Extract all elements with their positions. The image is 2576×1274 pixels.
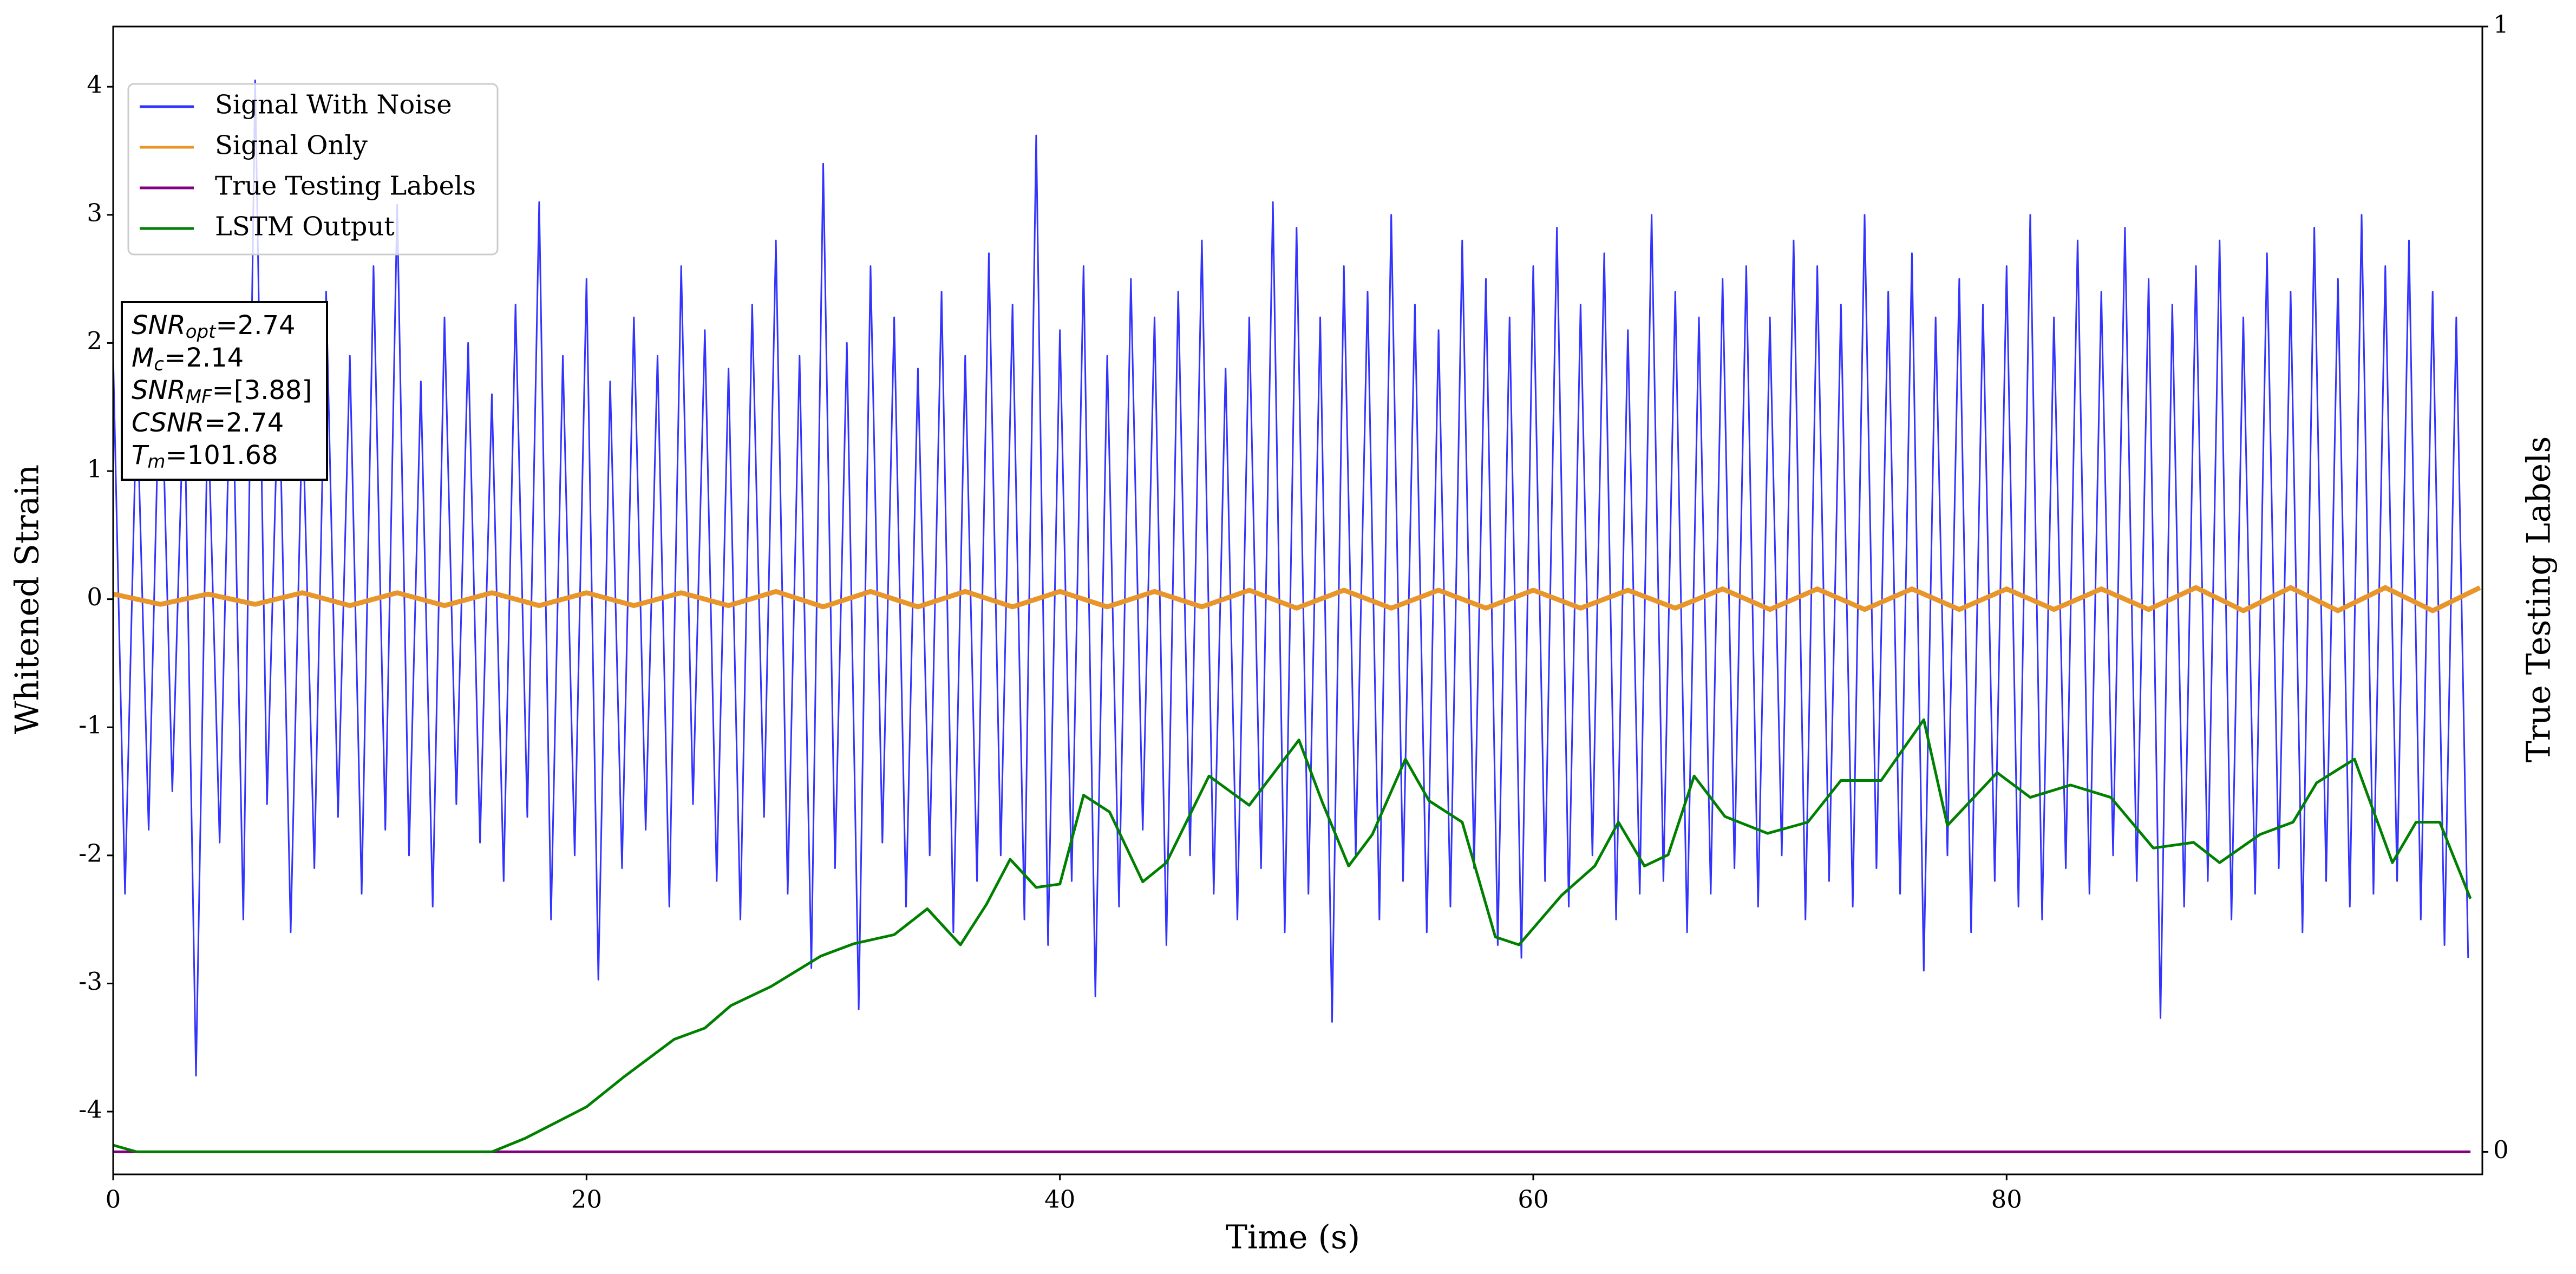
annotation-subscript: opt — [186, 321, 217, 343]
annotation-box — [121, 301, 328, 481]
annotation-line: SNRopt=2.74 — [132, 310, 296, 343]
annotation-value: =2.14 — [164, 343, 244, 373]
y2-tick-label: 0 — [2493, 1135, 2509, 1164]
legend-box — [127, 83, 499, 256]
annotation-value: =2.74 — [215, 310, 295, 341]
y-tick-label: -1 — [79, 711, 102, 740]
annotation-value: =101.68 — [165, 440, 278, 471]
annotation-value: =[3.88] — [212, 375, 312, 406]
annotation-value: =2.74 — [204, 408, 284, 438]
annotation-line: Mc=2.14 — [132, 343, 244, 375]
y-tick-label: 4 — [87, 70, 102, 99]
legend-label: True Testing Labels — [215, 171, 476, 201]
x-tick-label: 60 — [1518, 1185, 1548, 1214]
y2-tick-label: 1 — [2493, 10, 2509, 39]
series-line — [113, 718, 2472, 1153]
y-axis-label: Whitened Strain — [9, 465, 47, 734]
x-tick-label: 20 — [571, 1185, 602, 1214]
y2-axis-label: True Testing Labels — [2520, 436, 2558, 763]
legend-label: Signal Only — [215, 130, 368, 161]
annotation-line: SNRMF=[3.88] — [132, 375, 312, 408]
y-tick-label: 3 — [87, 198, 102, 227]
annotation-subscript: m — [147, 451, 165, 473]
x-tick-label: 0 — [106, 1185, 121, 1214]
y-tick-label: 1 — [87, 455, 102, 484]
x-tick-label: 80 — [1991, 1185, 2022, 1214]
annotation-line: CSNR=2.74 — [132, 408, 284, 438]
y-tick-label: 0 — [87, 583, 102, 611]
y-tick-label: -2 — [79, 839, 102, 867]
annotation-symbol: SNR — [132, 310, 186, 341]
x-tick-label: 40 — [1044, 1185, 1075, 1214]
annotation-symbol: M — [132, 343, 154, 373]
series-line — [113, 79, 2469, 1077]
legend-label: LSTM Output — [215, 212, 395, 242]
plot-area — [113, 79, 2481, 1153]
y-tick-label: 2 — [87, 326, 102, 355]
annotation-symbol: SNR — [132, 375, 186, 406]
series-line — [113, 585, 2481, 613]
legend-label: Signal With Noise — [215, 90, 452, 120]
y-tick-label: -4 — [79, 1095, 102, 1124]
y-tick-label: -3 — [79, 967, 102, 996]
annotation-symbol: T — [132, 440, 149, 471]
annotation-symbol: CSNR — [132, 408, 204, 438]
annotation-subscript: c — [154, 354, 164, 375]
plot-frame — [112, 25, 2483, 1175]
annotation-line: Tm=101.68 — [132, 440, 278, 473]
annotation-subscript: MF — [186, 386, 212, 408]
x-axis-label: Time (s) — [1226, 1219, 1360, 1257]
